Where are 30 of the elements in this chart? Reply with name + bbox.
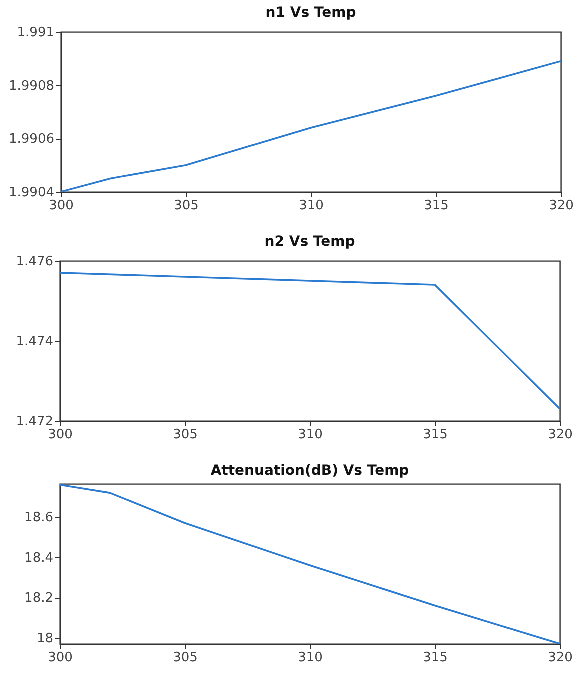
y-tick-label: 1.472: [16, 414, 54, 430]
y-tick-label: 1.476: [16, 254, 54, 270]
x-tick-label: 300: [48, 428, 73, 442]
y-tick-label: 1.474: [16, 334, 54, 350]
x-tick-label: 315: [424, 198, 449, 214]
x-tick-label: 315: [423, 650, 448, 666]
x-tick-label: 305: [174, 198, 199, 214]
x-tick-label: 320: [549, 198, 574, 214]
x-tick-label: 310: [299, 198, 324, 214]
y-tick-label: 1.9908: [9, 78, 54, 94]
x-tick-label: 310: [298, 428, 323, 442]
y-tick-label: 1.9904: [9, 186, 54, 200]
y-tick-label: 1.991: [17, 26, 54, 40]
y-tick-label: 18.6: [24, 510, 54, 526]
y-tick-label: 1.9906: [9, 132, 54, 148]
x-tick-label: 305: [173, 428, 198, 442]
y-tick-label: 18: [36, 631, 54, 646]
x-tick-label: 320: [548, 650, 573, 666]
y-tick-label: 18.2: [24, 591, 54, 606]
x-tick-label: 305: [173, 650, 198, 666]
chart-title: Attenuation(dB) Vs Temp: [210, 463, 410, 479]
line-series: [60, 272, 560, 410]
x-tick-label: 300: [48, 650, 73, 666]
y-tick-label: 18.4: [24, 550, 54, 566]
x-tick-label: 310: [298, 650, 323, 666]
x-tick-label: 300: [49, 198, 74, 214]
x-tick-label: 320: [548, 428, 573, 442]
chart-title: n1 Vs Temp: [266, 5, 356, 21]
chart-title: n2 Vs Temp: [264, 234, 356, 250]
x-tick-label: 315: [423, 428, 448, 442]
